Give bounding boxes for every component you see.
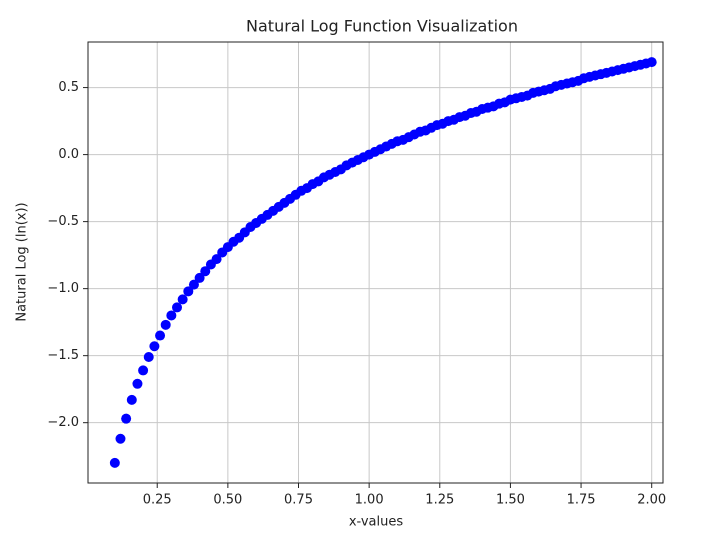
- x-tick-label: 1.25: [425, 493, 454, 508]
- point: [143, 352, 154, 362]
- point: [172, 302, 183, 313]
- y-tick-label: 0.5: [58, 80, 79, 95]
- plot-frame: [87, 41, 664, 484]
- y-tick-label: −1.0: [47, 281, 79, 296]
- point: [149, 341, 160, 352]
- x-tick-label: 1.50: [496, 493, 525, 508]
- point: [121, 413, 132, 424]
- y-tick-label: −2.0: [47, 415, 79, 430]
- y-tick-label: 0.0: [58, 147, 79, 162]
- point: [194, 272, 205, 283]
- x-tick-label: 0.50: [213, 493, 242, 508]
- x-tick-label: 2.00: [637, 493, 666, 508]
- point: [177, 294, 188, 305]
- point: [183, 286, 194, 297]
- point: [132, 378, 143, 389]
- x-tick-label: 0.25: [143, 493, 172, 508]
- y-axis-label: Natural Log (ln(x)): [15, 202, 30, 321]
- point: [166, 310, 177, 321]
- chart-title: Natural Log Function Visualization: [246, 17, 518, 36]
- y-tick-label: −0.5: [47, 214, 79, 229]
- point: [155, 330, 166, 341]
- point: [115, 433, 126, 444]
- point: [211, 254, 222, 265]
- point: [160, 319, 171, 330]
- x-axis-label: x-values: [349, 515, 404, 530]
- point: [138, 365, 149, 376]
- point: [188, 279, 199, 290]
- y-tick-label: −1.5: [47, 348, 79, 363]
- point: [646, 57, 657, 68]
- point: [126, 394, 137, 405]
- point: [200, 266, 211, 277]
- x-tick-label: 1.75: [567, 493, 596, 508]
- point: [109, 457, 120, 468]
- x-tick-label: 1.00: [355, 493, 384, 508]
- x-tick-label: 0.75: [284, 493, 313, 508]
